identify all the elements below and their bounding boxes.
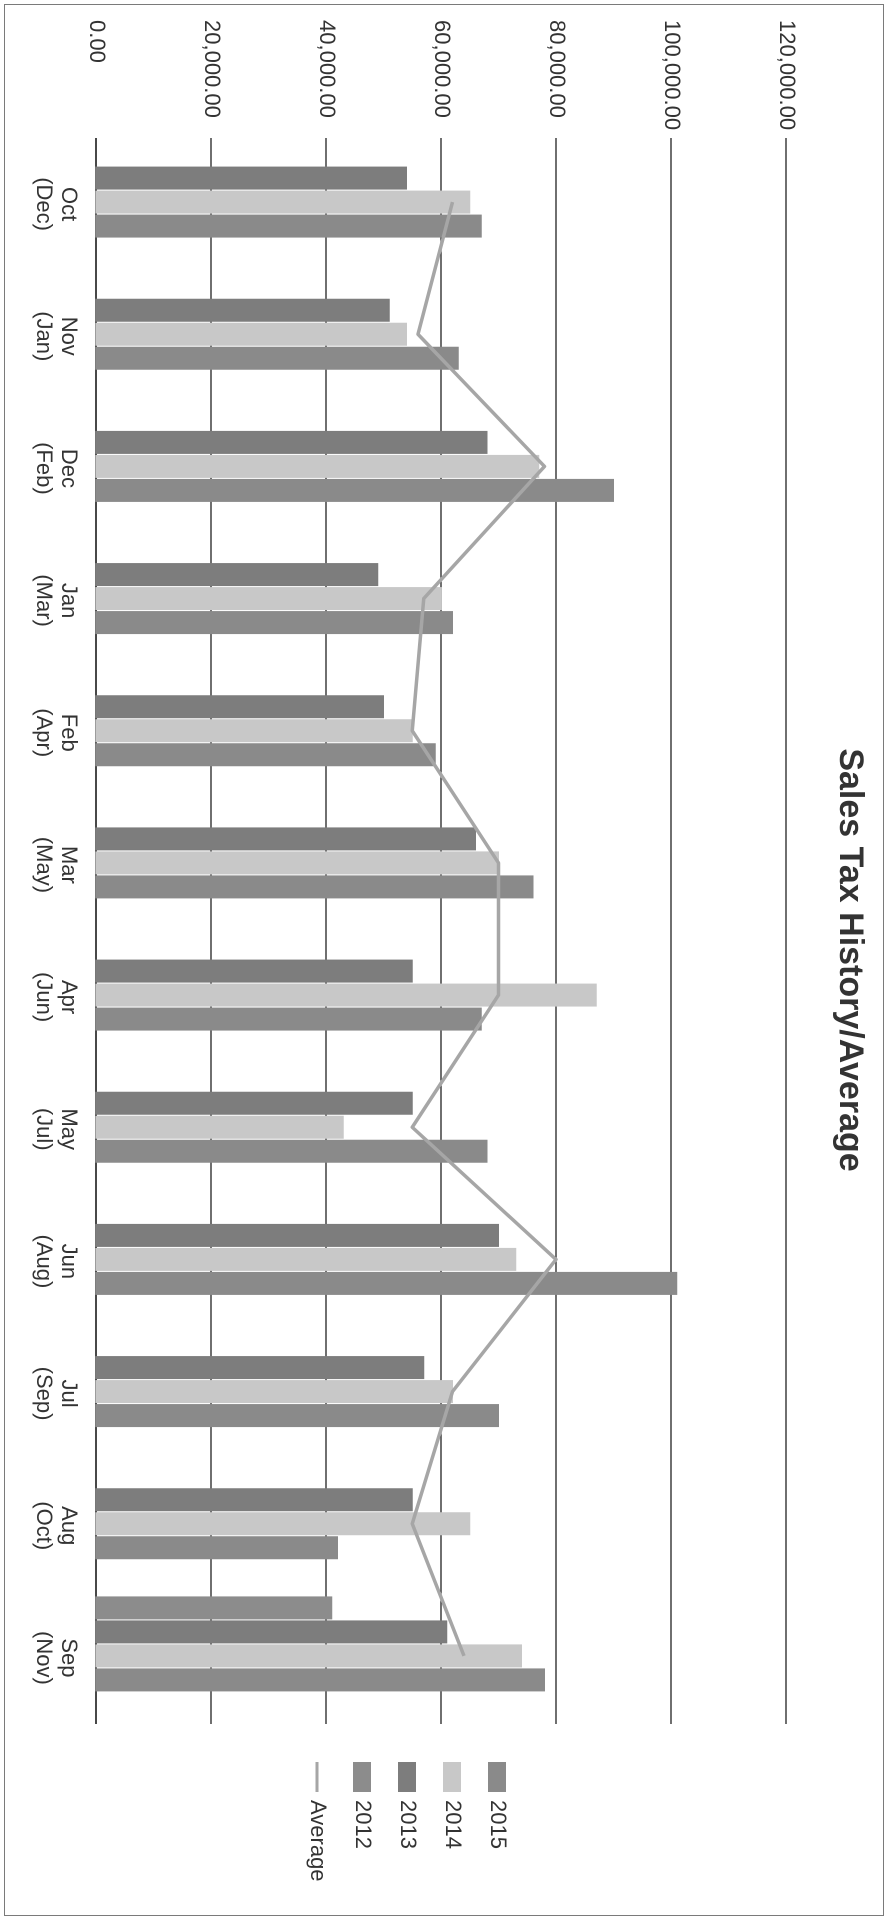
bar-2015 — [95, 875, 534, 899]
value-tick-label: 60,000.00 — [430, 20, 455, 118]
bar-2014 — [95, 1247, 517, 1271]
bar-2015 — [95, 1007, 482, 1031]
category-tick-label: Feb — [57, 714, 82, 752]
category-tick-label: Sep — [57, 1638, 82, 1677]
bar-2013 — [95, 1620, 448, 1644]
legend-label-2015: 2015 — [486, 1800, 511, 1849]
bar-2013 — [95, 827, 476, 851]
bar-2015 — [95, 743, 436, 767]
legend-swatch-2012 — [353, 1762, 371, 1792]
bar-2014 — [95, 851, 499, 875]
category-tick-label: Dec — [57, 449, 82, 488]
bar-2013 — [95, 1091, 413, 1115]
category-tick-label: (Mar) — [32, 574, 57, 627]
legend-label-2012: 2012 — [351, 1800, 376, 1849]
bar-2013 — [95, 1356, 425, 1380]
category-tick-label: (Apr) — [32, 708, 57, 757]
bar-2014 — [95, 190, 471, 214]
average-line — [410, 201, 558, 1657]
bar-2015 — [95, 1271, 678, 1295]
bar-2013 — [95, 166, 407, 190]
bar-2015 — [95, 1536, 338, 1560]
chart-frame — [4, 4, 884, 1916]
category-tick-label: May — [57, 1108, 82, 1150]
legend-swatch-2013 — [398, 1762, 416, 1792]
category-tick-label: Aug — [57, 1506, 82, 1545]
bar-2015 — [95, 346, 459, 370]
value-tick-label: 0.00 — [85, 20, 110, 63]
value-tick-label: 40,000.00 — [315, 20, 340, 118]
category-tick-label: (Feb) — [32, 442, 57, 495]
chart-title: Sales Tax History/Average — [832, 748, 870, 1171]
bar-2014 — [95, 1512, 471, 1536]
legend: 2015 2014 2013 2012 Average — [306, 1762, 511, 1882]
legend-label-2014: 2014 — [441, 1800, 466, 1849]
bar-2013 — [95, 430, 488, 454]
bar-2014 — [95, 983, 597, 1007]
bar-2015 — [95, 611, 453, 635]
bar-2014 — [95, 322, 407, 346]
category-tick-label: (Oct) — [32, 1501, 57, 1550]
category-tick-label: Oct — [57, 187, 82, 221]
bar-2014 — [95, 1115, 344, 1139]
value-tick-label: 20,000.00 — [200, 20, 225, 118]
bar-2015 — [95, 1404, 499, 1428]
bar-2012 — [95, 1596, 333, 1620]
value-tick-label: 80,000.00 — [545, 20, 570, 118]
bar-2015 — [95, 214, 482, 238]
bar-2013 — [95, 298, 390, 322]
bar-2015 — [95, 1668, 545, 1692]
category-tick-label: Jan — [57, 583, 82, 618]
category-tick-label: (Nov) — [32, 1631, 57, 1685]
bar-2014 — [95, 1644, 522, 1668]
bar-2013 — [95, 563, 379, 587]
category-tick-label: (Aug) — [32, 1235, 57, 1289]
bar-2014 — [95, 454, 540, 478]
category-tick-label: Mar — [57, 846, 82, 884]
category-tick-label: (Jul) — [32, 1108, 57, 1151]
category-tick-label: (Dec) — [32, 177, 57, 231]
category-tick-label: (Sep) — [32, 1367, 57, 1421]
bar-2014 — [95, 719, 413, 743]
category-tick-label: (Jun) — [32, 972, 57, 1022]
bar-2015 — [95, 478, 614, 502]
category-tick-label: Apr — [57, 980, 82, 1014]
bar-2013 — [95, 1488, 413, 1512]
bar-2013 — [95, 959, 413, 983]
category-tick-label: Nov — [57, 317, 82, 356]
bar-2013 — [95, 1223, 499, 1247]
plot-area: 0.00 20,000.00 40,000.00 60,000.00 80,000.00… — [32, 20, 800, 1724]
bar-2014 — [95, 587, 442, 611]
value-tick-label: 100,000.00 — [660, 20, 685, 130]
category-tick-label: (Jan) — [32, 311, 57, 361]
category-tick-label: (May) — [32, 837, 57, 893]
legend-swatch-2014 — [443, 1762, 461, 1792]
bar-2014 — [95, 1380, 453, 1404]
category-tick-label: Jul — [57, 1380, 82, 1408]
chart-title-group: Sales Tax History/Average — [832, 748, 870, 1171]
legend-label-average: Average — [306, 1800, 331, 1882]
value-tick-label: 120,000.00 — [775, 20, 800, 130]
legend-label-2013: 2013 — [396, 1800, 421, 1849]
bar-2015 — [95, 1139, 488, 1163]
bar-2013 — [95, 695, 384, 719]
legend-swatch-2015 — [488, 1762, 506, 1792]
category-tick-label: Jun — [57, 1244, 82, 1279]
